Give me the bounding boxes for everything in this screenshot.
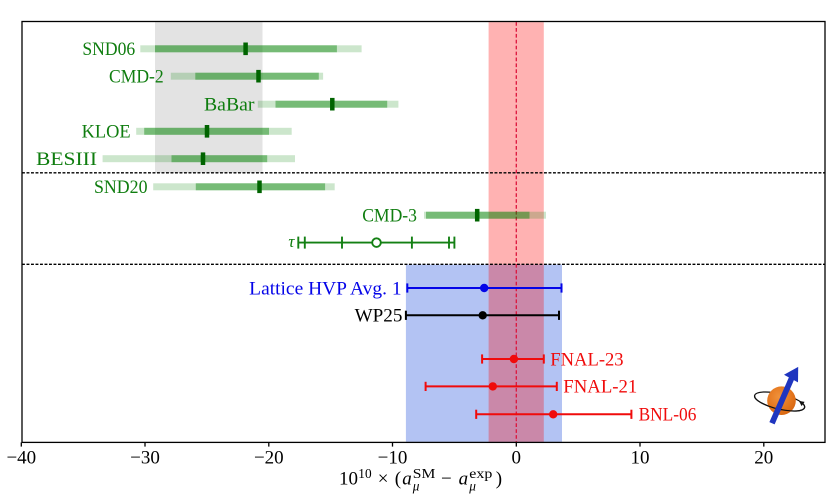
svg-text:SND06: SND06 — [82, 39, 135, 60]
svg-text:0: 0 — [512, 448, 522, 469]
svg-text:WP25: WP25 — [355, 306, 403, 327]
svg-text:BaBar: BaBar — [204, 95, 255, 116]
svg-text:KLOE: KLOE — [82, 122, 131, 143]
svg-text:CMD-3: CMD-3 — [362, 206, 417, 227]
svg-text:10: 10 — [339, 469, 358, 490]
svg-text:a: a — [402, 469, 412, 490]
svg-text:μ: μ — [468, 479, 476, 494]
svg-text:Lattice HVP Avg. 1: Lattice HVP Avg. 1 — [249, 278, 401, 299]
svg-text:μ: μ — [412, 479, 420, 494]
svg-text:−40: −40 — [6, 448, 36, 469]
svg-text:−10: −10 — [378, 448, 408, 469]
svg-text:CMD-2: CMD-2 — [109, 67, 164, 88]
svg-text:10: 10 — [358, 466, 372, 481]
svg-text:SM: SM — [413, 466, 436, 481]
svg-text:exp: exp — [469, 466, 492, 481]
svg-text:10: 10 — [631, 448, 650, 469]
svg-text:): ) — [496, 469, 502, 490]
svg-text:FNAL-23: FNAL-23 — [550, 349, 623, 370]
svg-text:τ: τ — [288, 232, 295, 251]
svg-text:BNL-06: BNL-06 — [639, 405, 697, 426]
svg-text:FNAL-21: FNAL-21 — [563, 377, 637, 398]
svg-text:20: 20 — [754, 448, 773, 469]
svg-text:−: − — [441, 469, 452, 490]
svg-text:−30: −30 — [130, 448, 160, 469]
svg-text:×: × — [378, 469, 389, 490]
svg-text:(: ( — [395, 469, 401, 490]
svg-text:a: a — [459, 469, 469, 490]
svg-text:−20: −20 — [254, 448, 284, 469]
svg-text:BESIII: BESIII — [36, 149, 97, 170]
svg-text:SND20: SND20 — [94, 177, 148, 198]
